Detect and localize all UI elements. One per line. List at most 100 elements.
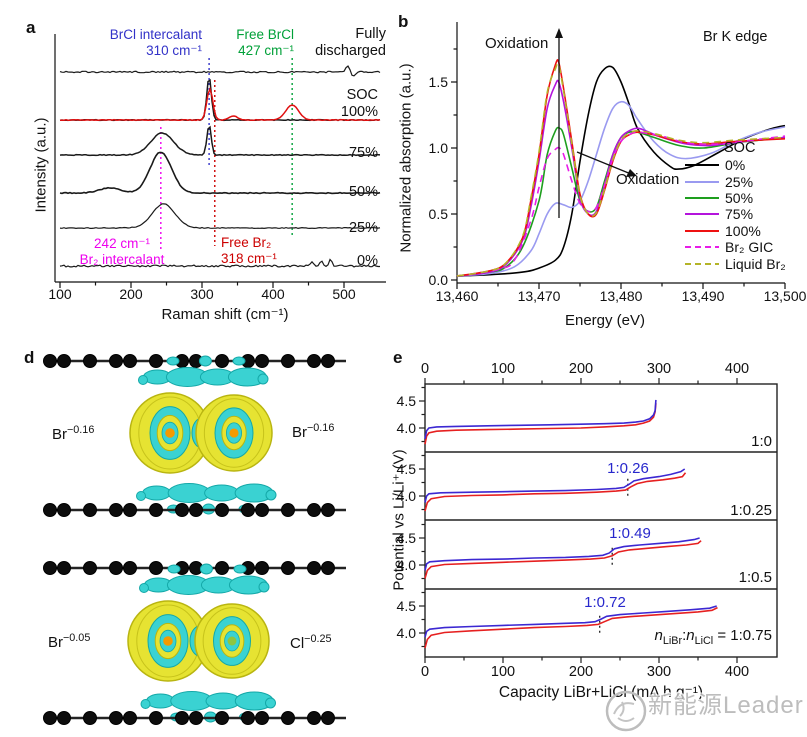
watermark-logo-icon — [605, 690, 647, 732]
carbon-atom — [321, 561, 335, 575]
carbon-atom — [175, 503, 189, 517]
svg-text:100: 100 — [491, 664, 515, 680]
panel-a-letter: a — [26, 18, 36, 37]
axis-label-intensity: Intensity (a.u.) — [32, 117, 50, 213]
carbon-atom — [281, 354, 295, 368]
svg-text:4.0: 4.0 — [397, 625, 417, 641]
legend-entry-2: 50% — [684, 190, 786, 206]
label-ratio-1-0: 1:0 — [751, 433, 772, 450]
charge-isosurface-blob — [167, 483, 211, 503]
svg-text:4.5: 4.5 — [397, 393, 417, 409]
carbon-atom — [321, 503, 335, 517]
charge-curve-red — [424, 472, 687, 512]
annotation-ratio-026: 1:0.26 — [607, 460, 649, 477]
label-soc-100: SOC 100% — [340, 87, 378, 120]
carbon-atom — [109, 561, 123, 575]
carbon-atom — [149, 354, 163, 368]
carbon-atom — [215, 561, 229, 575]
carbon-atom — [43, 354, 57, 368]
carbon-atom — [123, 561, 137, 575]
annotation-ratio-072: 1:0.72 — [584, 594, 626, 611]
svg-text:100: 100 — [491, 361, 515, 377]
axis-label-potential: Potential vs Li/Li⁺ (V) — [390, 449, 408, 591]
axis-label-normalized-absorption: Normalized absorption (a.u.) — [397, 63, 415, 253]
carbon-atom — [43, 503, 57, 517]
svg-text:100: 100 — [48, 286, 72, 302]
carbon-atom — [215, 354, 229, 368]
xas-curve — [456, 62, 786, 277]
carbon-atom — [189, 711, 203, 725]
svg-text:13,460: 13,460 — [436, 288, 479, 304]
annotation-br2-intercalant: 242 cm⁻¹ Br₂ intercalant — [79, 236, 165, 267]
legend-entry-label: 25% — [725, 173, 754, 190]
raman-trace — [59, 125, 381, 157]
carbon-atom — [149, 561, 163, 575]
svg-text:4.0: 4.0 — [397, 488, 417, 504]
legend-entry-label: Br₂ GIC — [725, 239, 774, 256]
svg-text:200: 200 — [569, 361, 593, 377]
panel-b-letter: b — [398, 12, 409, 31]
xas-curve — [456, 65, 786, 277]
charge-curve-red — [424, 540, 702, 579]
carbon-atom — [255, 561, 269, 575]
carbon-atom — [83, 354, 97, 368]
label-ratio-1-05: 1:0.5 — [738, 569, 772, 586]
label-ratio-1-025: 1:0.25 — [730, 502, 772, 519]
raman-trace — [59, 203, 381, 230]
carbon-atom — [321, 354, 335, 368]
annotation-ratio-049: 1:0.49 — [609, 525, 651, 542]
carbon-atom — [57, 503, 71, 517]
svg-text:0: 0 — [421, 664, 429, 680]
carbon-atom — [255, 503, 269, 517]
charge-curve-blue — [424, 537, 700, 571]
raman-trace — [59, 258, 380, 268]
carbon-atom — [57, 561, 71, 575]
legend-entry-label: 100% — [725, 222, 761, 239]
carbon-atom — [281, 503, 295, 517]
svg-text:4.5: 4.5 — [397, 530, 417, 546]
label-soc-25: 25% — [348, 220, 378, 236]
charge-curve-blue — [424, 468, 686, 503]
label-soc-0: 0% — [357, 253, 378, 269]
charge-curve-red — [424, 403, 657, 445]
svg-text:4.0: 4.0 — [397, 557, 417, 573]
carbon-atom — [255, 711, 269, 725]
label-soc-50: 50% — [348, 184, 378, 200]
carbon-atom — [281, 711, 295, 725]
svg-text:300: 300 — [647, 664, 671, 680]
carbon-atom — [149, 503, 163, 517]
legend-entry-label: 0% — [725, 157, 746, 174]
legend-entry-label: Liquid Br₂ — [725, 255, 786, 272]
legend-entry-1: 25% — [684, 173, 786, 190]
svg-text:0: 0 — [421, 361, 429, 377]
carbon-atom — [281, 561, 295, 575]
svg-text:13,470: 13,470 — [518, 288, 561, 304]
raman-trace — [60, 86, 381, 122]
atom-core — [227, 636, 237, 646]
charge-curve-blue — [424, 605, 717, 638]
carbon-atom — [123, 354, 137, 368]
carbon-atom — [321, 711, 335, 725]
legend-title: SOC — [724, 140, 756, 156]
legend-entry-label: 75% — [725, 206, 754, 223]
svg-text:4.5: 4.5 — [397, 598, 417, 614]
label-br-minus005: Br−0.05 — [48, 632, 91, 651]
carbon-atom — [215, 503, 229, 517]
label-br-minus016-left: Br−0.16 — [52, 424, 95, 443]
carbon-atom — [215, 711, 229, 725]
svg-text:4.5: 4.5 — [397, 461, 417, 477]
svg-text:4.0: 4.0 — [397, 420, 417, 436]
raman-trace — [59, 151, 381, 195]
svg-text:0.5: 0.5 — [429, 206, 449, 222]
charge-curve-blue — [424, 399, 657, 439]
axis-label-capacity: Capacity LiBr+LiCl (mA h g⁻¹) — [498, 684, 704, 701]
charge-isosurface-blob — [204, 484, 240, 502]
carbon-atom — [149, 711, 163, 725]
carbon-atom — [83, 503, 97, 517]
legend-entry-0: 0% — [684, 157, 786, 173]
atom-core — [165, 428, 175, 438]
carbon-atom — [307, 711, 321, 725]
axis-label-raman-shift: Raman shift (cm⁻¹) — [161, 306, 289, 323]
